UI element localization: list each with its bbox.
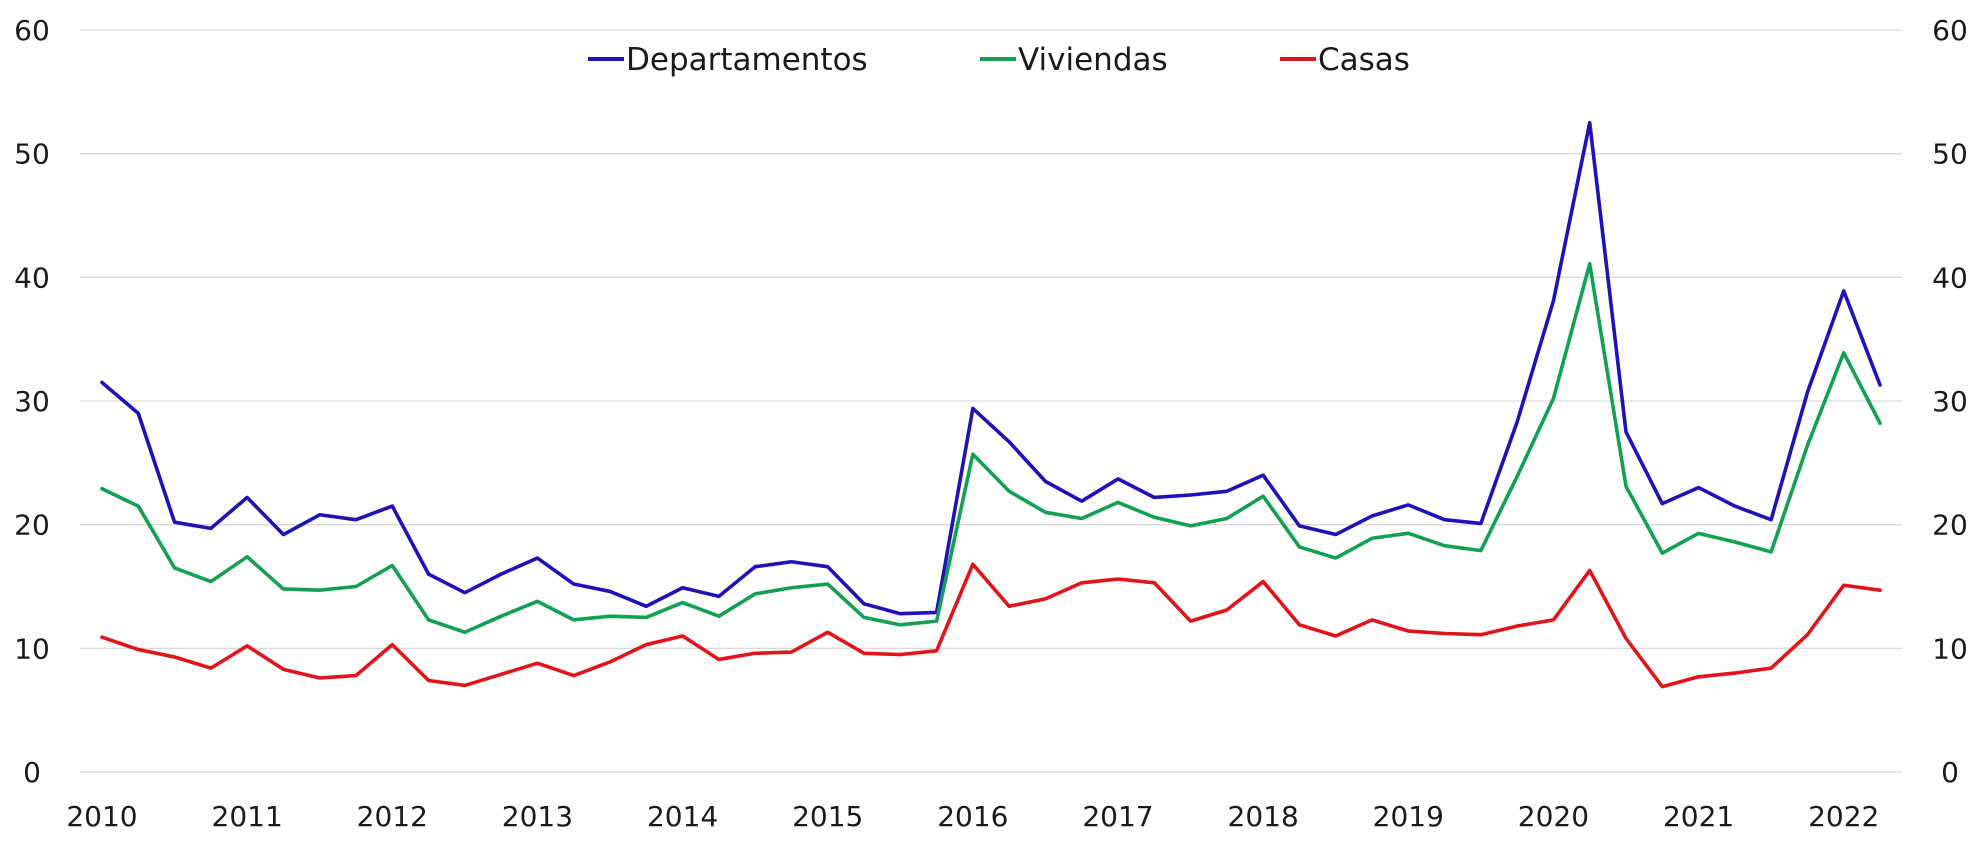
x-tick-label: 2019 (1373, 800, 1444, 833)
y-tick-label-left: 60 (14, 14, 50, 47)
series-lines (100, 120, 1882, 689)
y-tick-label-right: 50 (1932, 138, 1968, 171)
y-tick-label-right: 0 (1941, 756, 1959, 789)
y-tick-label-left: 30 (14, 385, 50, 418)
y-tick-label-left: 50 (14, 138, 50, 171)
x-tick-label: 2014 (647, 800, 718, 833)
y-tick-label-right: 10 (1932, 632, 1968, 665)
y-tick-label-right: 30 (1932, 385, 1968, 418)
y-axis-right: 0 10 20 30 40 50 60 (1932, 14, 1968, 789)
y-tick-label-left: 20 (14, 509, 50, 542)
x-tick-label: 2012 (357, 800, 428, 833)
y-tick-label-right: 60 (1932, 14, 1968, 47)
y-tick-label-left: 40 (14, 261, 50, 294)
y-axis-left: 0 10 20 30 40 50 60 (14, 14, 50, 789)
series-line-casas (100, 562, 1882, 689)
gridlines (80, 29, 1902, 773)
series-line-viviendas (100, 261, 1882, 635)
series-line-departamentos (100, 120, 1882, 616)
x-tick-label: 2010 (66, 800, 137, 833)
y-tick-label-right: 20 (1932, 509, 1968, 542)
legend-label: Departamentos (626, 42, 868, 78)
x-tick-label: 2016 (937, 800, 1008, 833)
x-tick-label: 2015 (792, 800, 863, 833)
x-tick-label: 2011 (212, 800, 283, 833)
x-tick-label: 2020 (1518, 800, 1589, 833)
x-tick-label: 2022 (1808, 800, 1879, 833)
legend-label: Viviendas (1018, 42, 1168, 78)
legend-item-casas: Casas (1280, 42, 1410, 78)
x-tick-label: 2018 (1228, 800, 1299, 833)
legend-label: Casas (1318, 42, 1410, 78)
legend: Departamentos Viviendas Casas (588, 42, 1410, 78)
legend-item-viviendas: Viviendas (980, 42, 1168, 78)
y-tick-label-right: 40 (1932, 261, 1968, 294)
y-tick-label-left: 0 (23, 756, 41, 789)
x-tick-label: 2013 (502, 800, 573, 833)
legend-item-departamentos: Departamentos (588, 42, 868, 78)
x-tick-label: 2021 (1663, 800, 1734, 833)
x-axis: 2010 2011 2012 2013 2014 2015 2016 2017 2018 2019… (66, 800, 1879, 833)
x-tick-label: 2017 (1082, 800, 1153, 833)
y-tick-label-left: 10 (14, 632, 50, 665)
